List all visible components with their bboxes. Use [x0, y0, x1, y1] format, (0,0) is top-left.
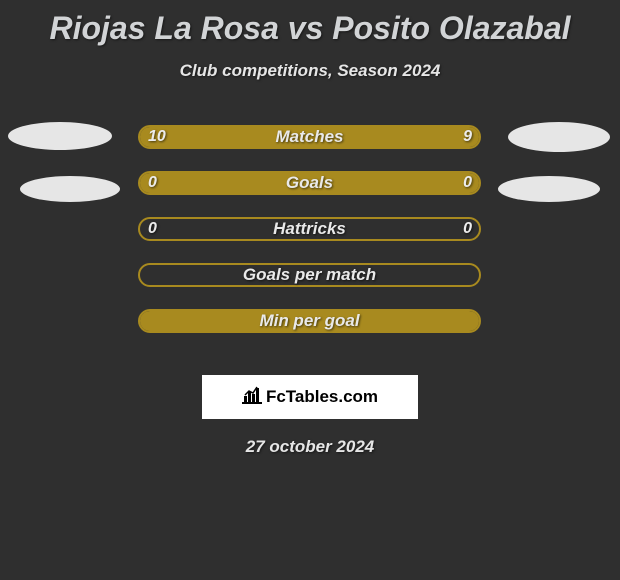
stat-row: 0 Hattricks 0	[0, 217, 620, 263]
source-badge: FcTables.com	[202, 375, 418, 419]
stat-row: 0 Goals 0	[0, 171, 620, 217]
comparison-infographic: Riojas La Rosa vs Posito Olazabal Club c…	[0, 0, 620, 457]
stat-row: 10 Matches 9	[0, 125, 620, 171]
stat-label: Goals per match	[138, 263, 481, 287]
badge-text: FcTables.com	[266, 387, 378, 407]
stat-label: Hattricks	[138, 217, 481, 241]
chart-icon	[242, 386, 262, 409]
page-title: Riojas La Rosa vs Posito Olazabal	[0, 0, 620, 47]
stat-value-right: 9	[463, 125, 472, 149]
stat-label: Min per goal	[138, 309, 481, 333]
stat-rows: 10 Matches 9 0 Goals 0 0 Hattricks 0	[0, 125, 620, 355]
stat-row: Min per goal	[0, 309, 620, 355]
subtitle: Club competitions, Season 2024	[0, 61, 620, 81]
date-text: 27 october 2024	[0, 437, 620, 457]
stat-value-right: 0	[463, 171, 472, 195]
stat-label: Matches	[138, 125, 481, 149]
stat-value-right: 0	[463, 217, 472, 241]
stat-row: Goals per match	[0, 263, 620, 309]
stat-label: Goals	[138, 171, 481, 195]
